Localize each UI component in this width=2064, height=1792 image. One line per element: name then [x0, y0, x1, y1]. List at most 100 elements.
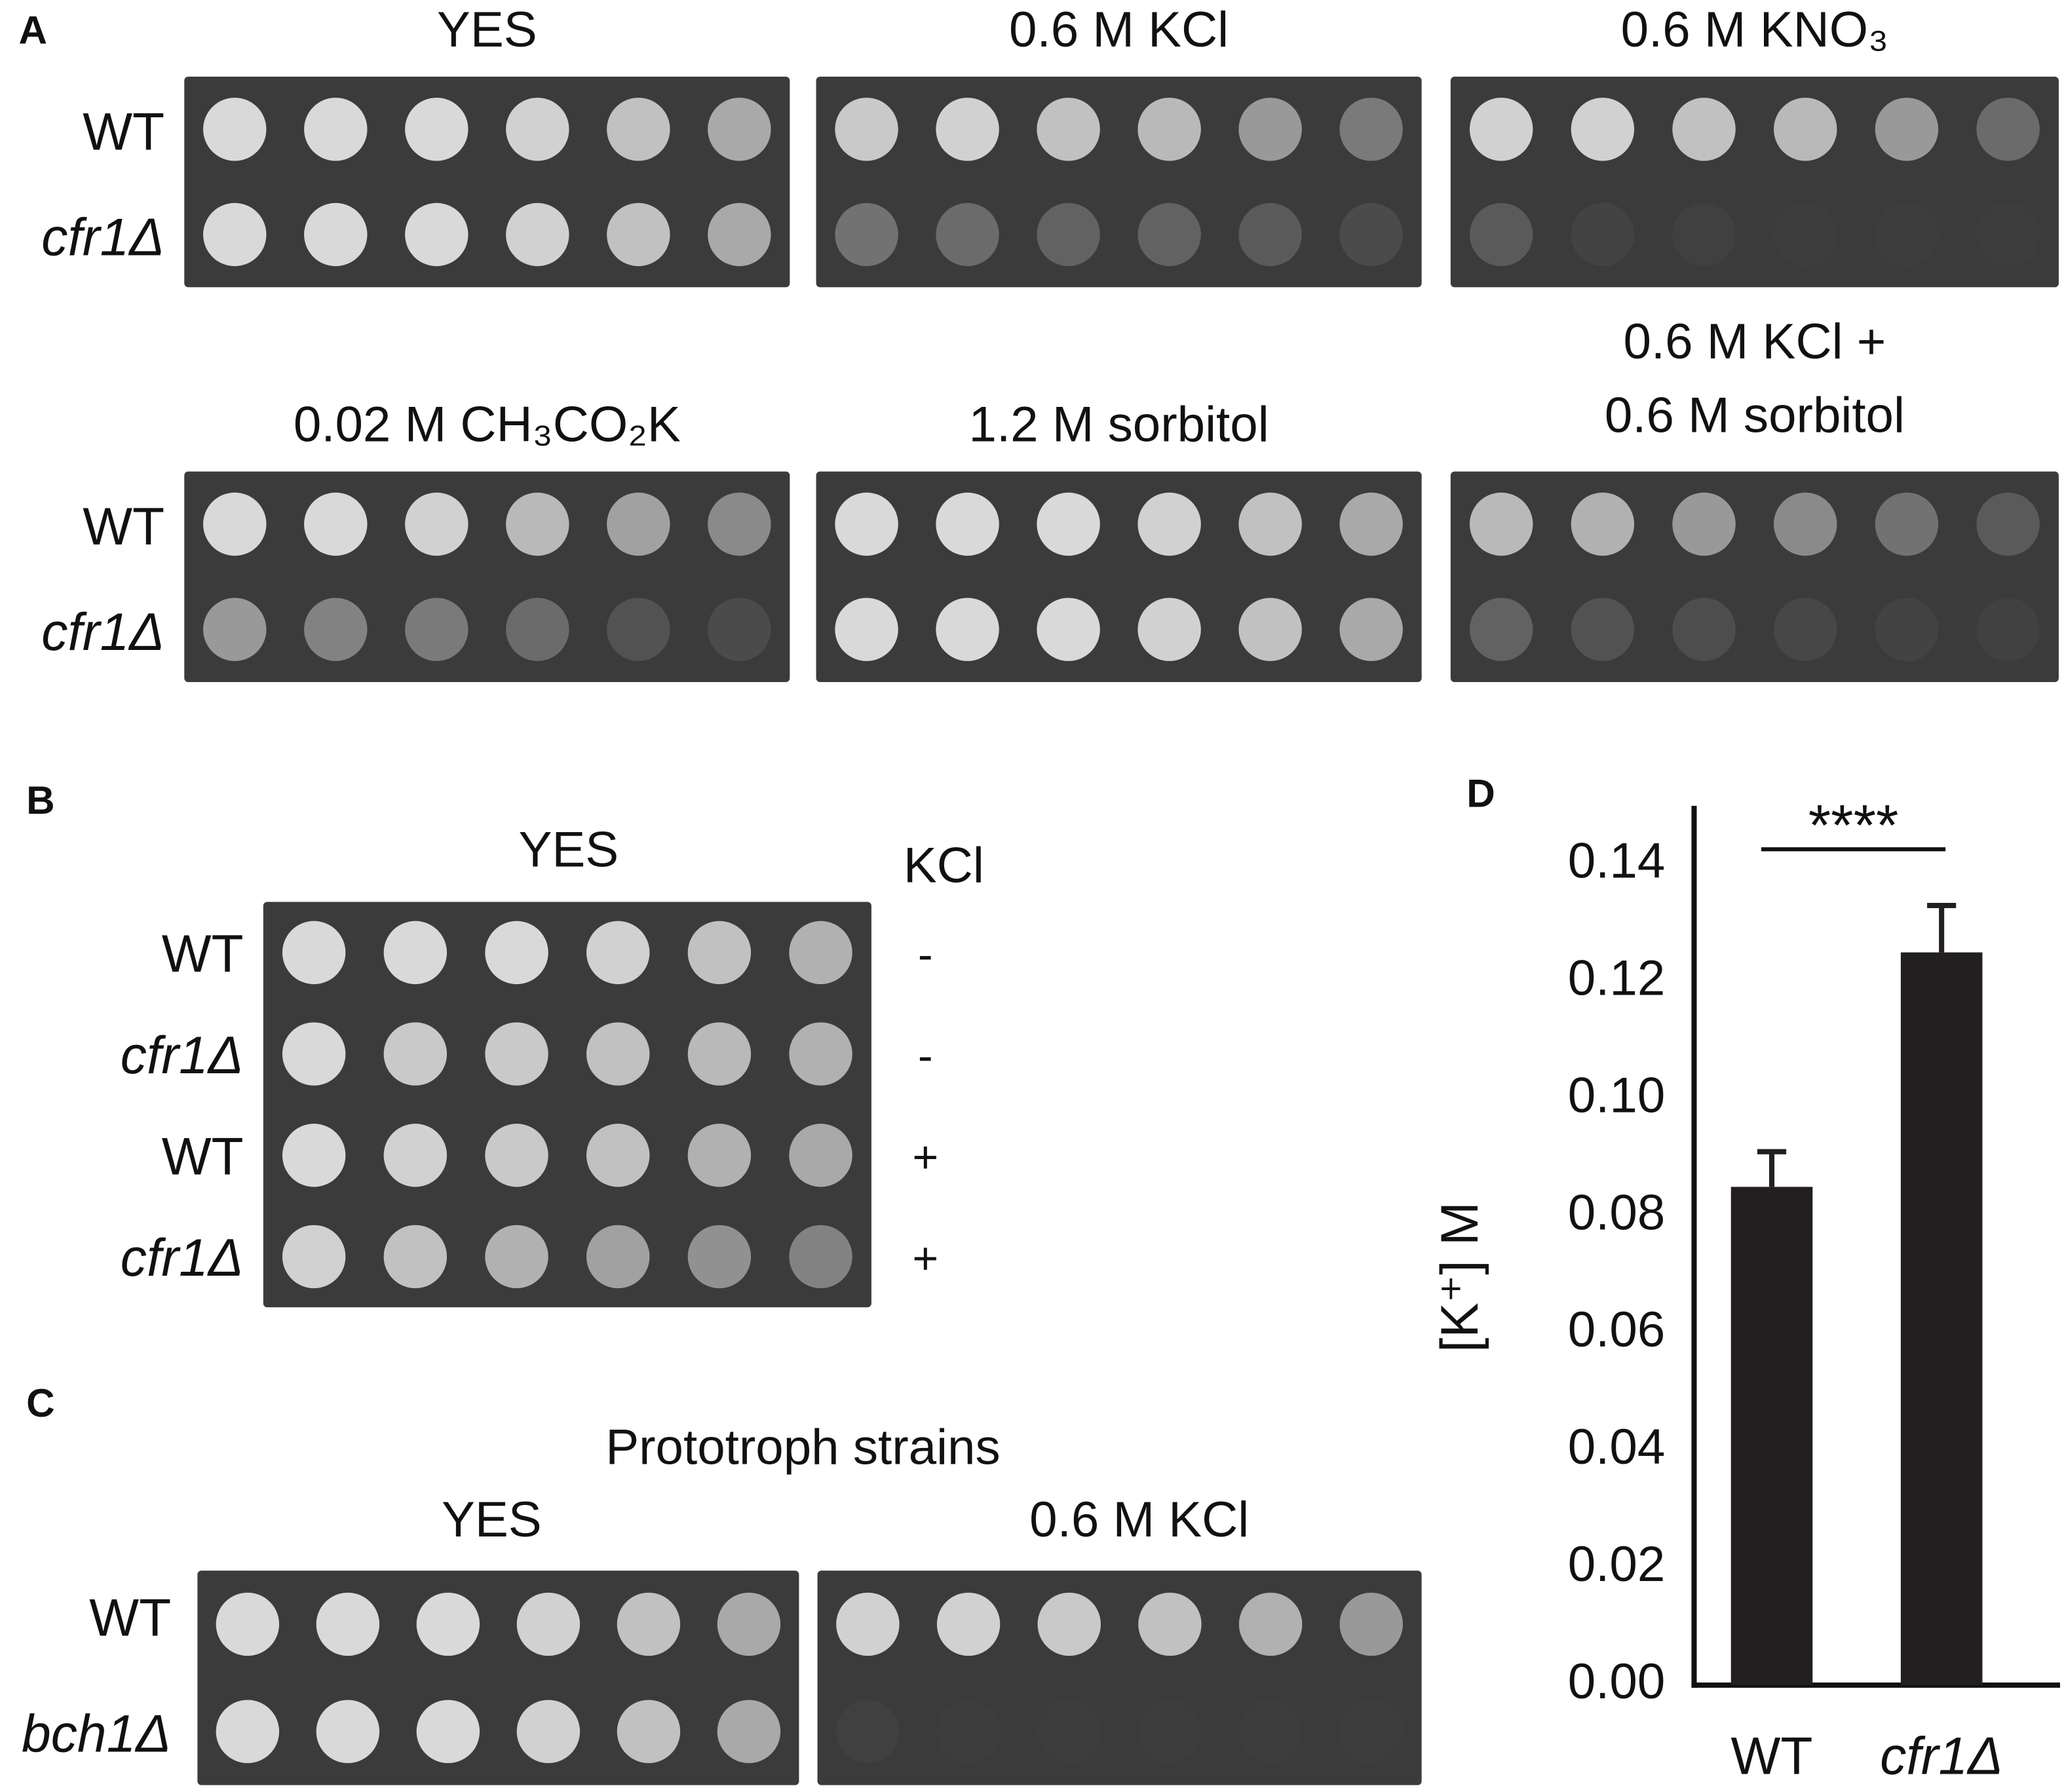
y-tick-label: 0.12 [1568, 950, 1666, 1006]
strain-label: cfr1Δ [41, 603, 164, 662]
colony-spot [789, 1225, 852, 1289]
colony-spot [687, 1022, 752, 1086]
kcl-sign: - [918, 1031, 933, 1081]
colony-spot [1037, 1592, 1101, 1656]
colony-spot [1672, 98, 1736, 161]
plate-title: 0.6 M KCl [1009, 2, 1229, 58]
bar [1730, 1187, 1813, 1685]
plate [197, 1571, 799, 1785]
colony-spot [1339, 1592, 1404, 1656]
colony-spot [1238, 1592, 1303, 1656]
colony-spot [1339, 492, 1403, 556]
colony-spot [203, 492, 267, 556]
colony-spot [1571, 598, 1635, 661]
colony-spot [282, 921, 346, 985]
colony-spot [506, 202, 569, 267]
colony-spot [1469, 98, 1533, 161]
plate-title: YES [518, 822, 619, 877]
plate-title: 0.6 M KCl + [1623, 314, 1886, 370]
kcl-sign: + [912, 1132, 938, 1182]
colony-spot [416, 1700, 480, 1763]
colony-spot [936, 598, 999, 661]
strain-label: WT [162, 1128, 244, 1187]
strain-label: cfr1Δ [121, 1229, 244, 1287]
plate [1450, 471, 2059, 683]
colony-spot [708, 492, 771, 556]
colony-spot [607, 598, 670, 661]
panel-title: Prototroph strains [605, 1419, 1000, 1475]
plate [816, 471, 1422, 683]
colony-spot [1339, 598, 1403, 661]
plate-title: YES [442, 1492, 542, 1548]
x-tick-label: cfr1Δ [1880, 1727, 2003, 1786]
column-header: KCl [904, 837, 984, 893]
colony-spot [936, 202, 999, 267]
colony-spot [416, 1592, 480, 1656]
colony-spot [1672, 598, 1736, 661]
colony-spot [1339, 202, 1403, 267]
plate [816, 76, 1422, 288]
colony-spot [304, 598, 368, 661]
colony-spot [203, 598, 267, 661]
colony-spot [1875, 598, 1939, 661]
colony-spot [835, 202, 898, 267]
colony-spot [1137, 492, 1201, 556]
colony-spot [835, 598, 898, 661]
colony-spot [1238, 492, 1302, 556]
plate [184, 471, 790, 683]
colony-spot [789, 921, 852, 985]
colony-spot [203, 98, 267, 161]
colony-spot [1037, 202, 1100, 267]
colony-spot [316, 1592, 380, 1656]
plate [263, 902, 871, 1308]
y-tick-label: 0.02 [1568, 1536, 1666, 1592]
colony-spot [936, 98, 999, 161]
colony-spot [936, 492, 999, 556]
strain-label: WT [83, 497, 164, 556]
panel-label: B [26, 778, 55, 822]
colony-spot [304, 202, 368, 267]
colony-spot [1137, 98, 1201, 161]
colony-spot [506, 98, 569, 161]
colony-spot [1774, 203, 1837, 266]
colony-spot [506, 492, 569, 556]
colony-spot [1774, 492, 1837, 556]
plate [184, 76, 790, 288]
colony-spot [485, 1022, 548, 1086]
colony-spot [607, 492, 670, 556]
colony-spot [1469, 202, 1533, 267]
colony-spot [383, 1022, 448, 1086]
colony-spot [405, 492, 468, 556]
colony-spot [316, 1700, 380, 1763]
colony-spot [1469, 492, 1533, 556]
colony-spot [586, 921, 650, 985]
colony-spot [708, 598, 771, 661]
colony-spot [835, 492, 898, 556]
plate-title: YES [437, 2, 537, 58]
colony-spot [789, 1124, 852, 1187]
panel-label: A [18, 8, 47, 52]
colony-spot [1571, 98, 1635, 161]
colony-spot [937, 1700, 1000, 1763]
colony-spot [1037, 598, 1100, 661]
colony-spot [282, 1225, 346, 1289]
colony-spot [1672, 203, 1735, 266]
strain-label: cfr1Δ [121, 1026, 244, 1085]
strain-label: bch1Δ [22, 1704, 171, 1763]
error-bar [1927, 902, 1957, 953]
colony-spot [607, 98, 670, 161]
colony-spot [485, 1124, 548, 1187]
colony-spot [835, 98, 898, 161]
colony-spot [304, 98, 368, 161]
colony-spot [687, 921, 752, 985]
colony-spot [1340, 1700, 1403, 1763]
plate-title: 0.6 M KCl [1029, 1492, 1249, 1548]
strain-label: WT [89, 1589, 171, 1648]
y-tick-label: 0.08 [1568, 1185, 1666, 1240]
colony-spot [1137, 598, 1201, 661]
strain-label: WT [162, 925, 244, 983]
colony-spot [1774, 98, 1837, 161]
y-tick-label: 0.04 [1568, 1419, 1666, 1475]
